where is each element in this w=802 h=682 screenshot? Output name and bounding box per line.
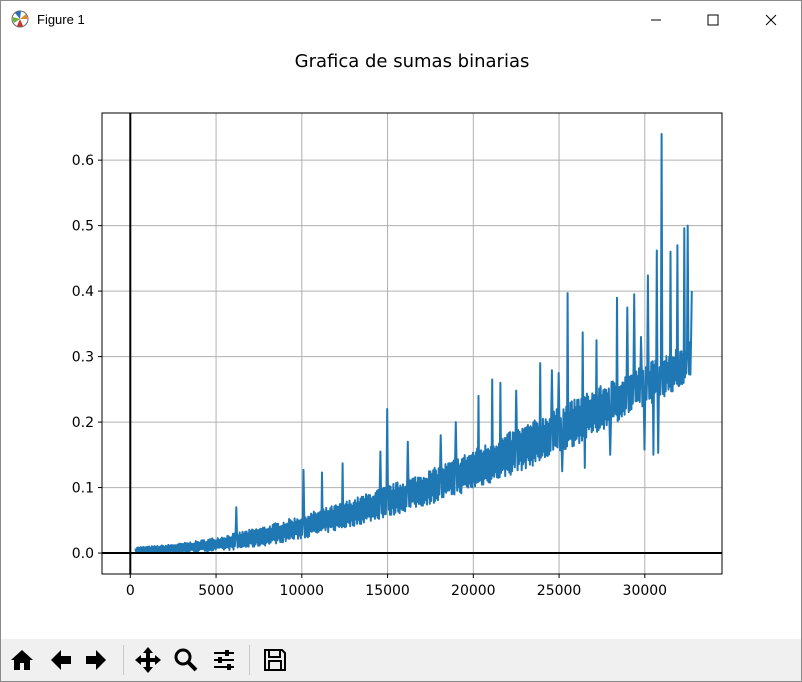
pan-button[interactable]: [133, 645, 163, 675]
title-bar: Figure 1: [1, 1, 801, 39]
save-disk-icon: [264, 649, 286, 671]
maximize-button[interactable]: [690, 1, 736, 39]
back-arrow-icon: [51, 650, 71, 670]
x-tick-label: 0: [126, 583, 135, 599]
home-button[interactable]: [7, 645, 37, 675]
x-tick-label: 5000: [198, 583, 234, 599]
home-icon: [11, 650, 33, 670]
x-tick-label: 30000: [623, 583, 668, 599]
y-tick-label: 0.2: [72, 415, 94, 431]
zoom-button[interactable]: [171, 645, 201, 675]
configure-subplots-button[interactable]: [209, 645, 239, 675]
minimize-button[interactable]: [633, 1, 679, 39]
data-series-line: [134, 133, 693, 554]
save-button[interactable]: [260, 645, 290, 675]
line-chart: Grafica de sumas binarias 0 5000 10000 15000…: [72, 51, 723, 599]
matplotlib-logo-icon: [11, 10, 29, 28]
x-tick-label: 15000: [365, 583, 410, 599]
y-tick-label: 0.3: [72, 350, 94, 366]
y-tick-label: 0.5: [72, 219, 94, 235]
configure-subplots-icon: [214, 650, 234, 670]
forward-arrow-icon: [86, 650, 106, 670]
window-title: Figure 1: [37, 12, 85, 27]
x-tick-label: 25000: [537, 583, 582, 599]
y-tick-label: 0.1: [72, 481, 94, 497]
x-tick-label: 10000: [280, 583, 325, 599]
navigation-toolbar: [1, 639, 801, 681]
pan-move-icon: [135, 647, 161, 673]
figure-canvas[interactable]: Grafica de sumas binarias 0 5000 10000 15000…: [1, 39, 801, 639]
axes-frame: [101, 112, 723, 575]
chart-title: Grafica de sumas binarias: [295, 51, 530, 72]
back-button[interactable]: [46, 645, 76, 675]
zoom-magnifier-icon: [174, 648, 198, 672]
x-tick-label: 20000: [451, 583, 496, 599]
forward-button[interactable]: [81, 645, 111, 675]
toolbar-separator: [249, 645, 250, 675]
close-button[interactable]: [748, 1, 794, 39]
close-icon: [765, 14, 777, 26]
y-tick-label: 0.4: [72, 284, 94, 300]
maximize-icon: [707, 14, 719, 26]
y-tick-label: 0.6: [72, 153, 94, 169]
y-tick-label: 0.0: [72, 546, 94, 562]
minimize-icon: [651, 19, 661, 21]
toolbar-separator: [123, 645, 124, 675]
